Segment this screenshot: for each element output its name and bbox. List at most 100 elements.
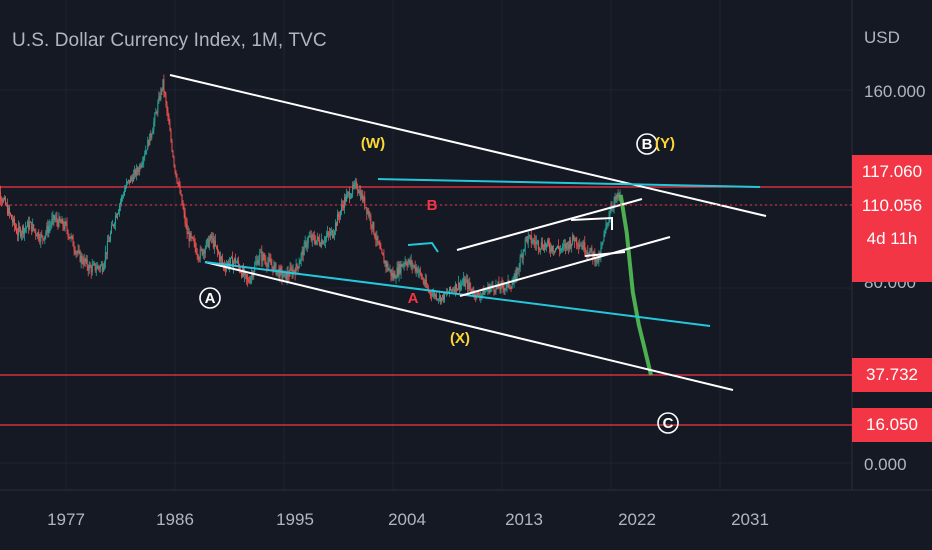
candle-body xyxy=(97,265,99,268)
candle-body xyxy=(37,232,39,237)
time-axis-label: 2022 xyxy=(618,510,656,529)
candle-body xyxy=(127,181,129,183)
candle-body xyxy=(139,165,141,173)
candle-body xyxy=(305,241,307,248)
candle-body xyxy=(310,235,312,241)
small-box-3[interactable] xyxy=(584,251,626,257)
candle-body xyxy=(353,185,355,187)
candle-body xyxy=(188,232,190,241)
small-box-2[interactable] xyxy=(570,216,613,230)
wave-label-B-circle[interactable]: B xyxy=(636,133,658,155)
candle-body xyxy=(75,251,77,254)
candle-body xyxy=(432,292,434,295)
candle-body xyxy=(218,253,220,261)
candle-body xyxy=(418,269,420,272)
candle-body xyxy=(441,294,443,298)
candle-body xyxy=(548,243,550,249)
candle-body xyxy=(287,271,289,276)
candle-body xyxy=(459,282,461,290)
candle-body xyxy=(129,179,131,183)
candle-body xyxy=(615,196,617,200)
candle-body xyxy=(77,250,79,253)
candle-body xyxy=(384,261,386,264)
candle-body xyxy=(170,130,172,141)
rising-channel-lower[interactable] xyxy=(459,236,671,297)
candle-body xyxy=(462,283,464,285)
wave-label-B-red[interactable]: B xyxy=(427,197,438,214)
wave-label-A-circle[interactable]: A xyxy=(199,287,221,309)
candle-body xyxy=(109,233,111,241)
candle-body xyxy=(244,271,246,276)
candle-body xyxy=(578,245,580,248)
candle-body xyxy=(376,235,378,241)
candle-body xyxy=(338,214,339,217)
wave-label-Y[interactable]: (Y) xyxy=(655,135,675,152)
candle-body xyxy=(363,196,365,202)
trendline-drawings[interactable] xyxy=(169,74,767,391)
candle-body xyxy=(256,260,258,263)
candle-body xyxy=(406,264,408,267)
candle-body xyxy=(76,251,78,253)
candle-body xyxy=(533,239,535,242)
wave-label-A-red[interactable]: A xyxy=(408,290,419,307)
candle-body xyxy=(550,246,552,252)
candle-body xyxy=(103,262,105,268)
candle-body xyxy=(590,247,592,251)
candle-body xyxy=(591,247,593,252)
candle-body xyxy=(94,263,96,271)
candle-body xyxy=(246,274,248,279)
candle-body xyxy=(416,267,418,273)
candle-body xyxy=(288,275,290,277)
candle-body xyxy=(527,235,529,243)
candle-body xyxy=(570,240,572,248)
lower-trendline[interactable] xyxy=(204,261,734,391)
wave-label-X[interactable]: (X) xyxy=(450,330,470,347)
candle-body xyxy=(306,243,308,248)
horizontal-levels[interactable] xyxy=(0,186,852,426)
cyan-lower-line[interactable] xyxy=(204,261,711,327)
candle-body xyxy=(366,207,368,214)
candle-body xyxy=(93,263,95,265)
candle-body xyxy=(407,262,409,267)
rising-channel-upper[interactable] xyxy=(456,198,643,251)
candle-body xyxy=(478,294,480,297)
candle-body xyxy=(581,245,583,247)
projection-line xyxy=(618,194,653,376)
candle-body xyxy=(180,193,182,195)
candle-body xyxy=(182,204,184,209)
candle-body xyxy=(212,237,214,248)
candle-body xyxy=(579,245,581,248)
candle-body xyxy=(424,279,426,285)
candle-body xyxy=(401,264,403,267)
candle-body xyxy=(372,222,374,229)
upper-trendline[interactable] xyxy=(169,74,767,217)
small-box-1[interactable] xyxy=(407,241,439,253)
candle-body xyxy=(153,121,155,131)
level-badge-upper: 117.060 xyxy=(852,155,932,189)
cyan-top-line[interactable] xyxy=(377,178,761,188)
candle-body xyxy=(616,194,618,200)
candle-body xyxy=(493,288,495,292)
candle-body xyxy=(178,183,180,185)
candle-body xyxy=(352,185,354,194)
candle-body xyxy=(403,264,405,266)
candle-body xyxy=(361,193,363,199)
candle-body xyxy=(595,260,597,263)
candle-body xyxy=(463,278,465,284)
candle-body xyxy=(471,288,473,292)
candle-body xyxy=(442,294,444,300)
candle-body xyxy=(455,283,457,292)
svg-text:C: C xyxy=(663,415,674,432)
candle-body xyxy=(355,182,357,184)
candle-body xyxy=(84,258,86,262)
candle-body xyxy=(347,193,349,195)
candle-body xyxy=(15,225,17,229)
candle-body xyxy=(433,292,435,297)
candle-body xyxy=(598,254,600,262)
wave-label-C-circle[interactable]: C xyxy=(657,412,679,434)
time-axis-label: 1977 xyxy=(47,510,85,529)
candle-body xyxy=(140,165,142,168)
wave-label-W[interactable]: (W) xyxy=(361,135,385,152)
